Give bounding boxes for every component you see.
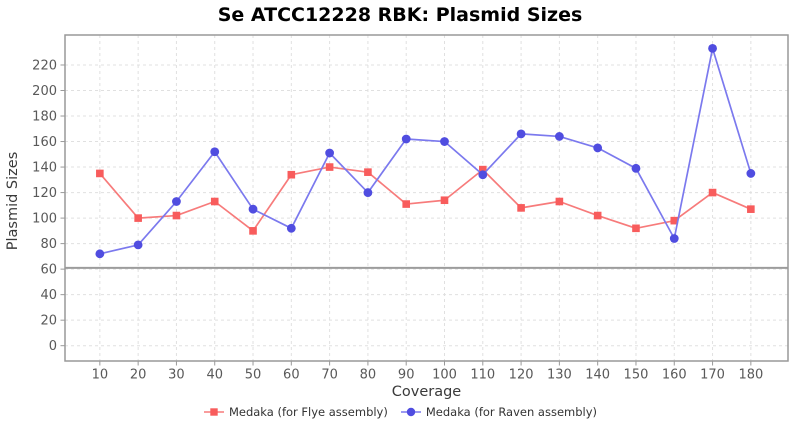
data-point-raven bbox=[133, 240, 143, 250]
data-point-flye bbox=[478, 165, 487, 174]
data-point-flye bbox=[555, 197, 564, 206]
data-point-raven bbox=[95, 249, 105, 259]
x-tick-label: 150 bbox=[624, 368, 649, 383]
y-tick-label: 180 bbox=[32, 110, 57, 125]
data-point-raven bbox=[593, 143, 603, 153]
raven-legend-marker bbox=[400, 407, 421, 417]
chart-title: Se ATCC12228 RBK: Plasmid Sizes bbox=[217, 4, 583, 26]
y-tick-label: 140 bbox=[32, 161, 57, 176]
data-point-flye bbox=[134, 214, 142, 222]
data-point-raven bbox=[210, 147, 220, 157]
series-line bbox=[99, 47, 752, 255]
gridlines bbox=[65, 35, 788, 361]
data-point-raven bbox=[286, 223, 296, 233]
data-point-flye bbox=[325, 163, 334, 171]
chart-legend: Medaka (for Flye assembly) Medaka (for R… bbox=[0, 403, 800, 421]
x-tick-label: 180 bbox=[738, 368, 763, 383]
series-flye bbox=[96, 163, 755, 235]
data-point-flye bbox=[249, 227, 257, 235]
y-tick-label: 160 bbox=[32, 135, 57, 150]
data-point-flye bbox=[96, 169, 104, 178]
data-point-flye bbox=[402, 200, 411, 208]
y-tick-label: 60 bbox=[40, 263, 57, 278]
legend-item-raven: Medaka (for Raven assembly) bbox=[400, 405, 597, 419]
data-point-flye bbox=[747, 205, 755, 213]
data-point-flye bbox=[593, 211, 602, 220]
data-point-flye bbox=[210, 197, 219, 206]
x-tick-label: 50 bbox=[245, 368, 262, 383]
y-tick-label: 80 bbox=[40, 237, 57, 252]
data-point-raven bbox=[440, 137, 449, 146]
y-axis-label: Plasmid Sizes bbox=[5, 152, 21, 251]
x-tick-label: 70 bbox=[321, 368, 338, 383]
data-point-flye bbox=[708, 188, 717, 197]
legend-item-flye: Medaka (for Flye assembly) bbox=[203, 405, 388, 419]
data-point-raven bbox=[631, 163, 641, 173]
data-point-raven bbox=[708, 43, 717, 53]
data-point-raven bbox=[172, 197, 181, 206]
x-tick-label: 170 bbox=[700, 368, 725, 383]
x-tick-label: 160 bbox=[662, 368, 687, 383]
data-point-raven bbox=[363, 188, 373, 197]
x-tick-label: 30 bbox=[168, 368, 185, 383]
data-point-raven bbox=[746, 169, 756, 178]
y-tick-label: 200 bbox=[32, 84, 57, 99]
data-point-raven bbox=[248, 204, 258, 214]
y-tick-label: 40 bbox=[40, 288, 57, 303]
x-tick-label: 90 bbox=[398, 368, 415, 383]
y-tick-label: 120 bbox=[32, 186, 57, 201]
data-point-flye bbox=[440, 196, 449, 205]
legend-label-raven: Medaka (for Raven assembly) bbox=[425, 405, 598, 419]
data-point-flye bbox=[172, 211, 181, 220]
data-point-raven bbox=[478, 170, 488, 180]
data-point-raven bbox=[669, 234, 679, 243]
series-raven bbox=[95, 43, 756, 259]
x-tick-label: 140 bbox=[585, 368, 610, 383]
y-tick-label: 0 bbox=[49, 339, 57, 354]
plot-frame bbox=[64, 34, 789, 362]
data-point-flye bbox=[517, 204, 525, 212]
x-tick-label: 10 bbox=[92, 368, 109, 383]
tick-labels: 10 20 30 40 50 60 70 80 90 100 110 120 130 140 150 160 1… bbox=[32, 58, 763, 382]
data-point-raven bbox=[516, 129, 526, 139]
data-point-flye bbox=[670, 216, 679, 225]
x-tick-label: 100 bbox=[432, 368, 457, 383]
data-point-flye bbox=[287, 170, 296, 179]
x-tick-label: 120 bbox=[509, 368, 534, 383]
series-line bbox=[99, 166, 752, 232]
flye-legend-marker bbox=[203, 408, 224, 416]
x-tick-label: 60 bbox=[283, 368, 300, 383]
data-point-raven bbox=[325, 148, 335, 158]
data-point-flye bbox=[632, 224, 640, 233]
x-axis-label: Coverage bbox=[392, 384, 462, 400]
x-tick-label: 20 bbox=[130, 368, 147, 383]
tick-marks bbox=[60, 64, 752, 366]
data-point-raven bbox=[554, 132, 564, 141]
y-tick-label: 220 bbox=[32, 58, 57, 73]
y-tick-label: 100 bbox=[32, 212, 57, 227]
data-point-raven bbox=[401, 134, 411, 144]
x-tick-label: 110 bbox=[470, 368, 495, 383]
legend-label-flye: Medaka (for Flye assembly) bbox=[228, 405, 388, 419]
x-tick-label: 40 bbox=[206, 368, 223, 383]
y-tick-label: 20 bbox=[40, 314, 57, 329]
data-point-flye bbox=[364, 168, 372, 176]
x-tick-label: 130 bbox=[547, 368, 572, 383]
x-tick-label: 80 bbox=[360, 368, 377, 383]
